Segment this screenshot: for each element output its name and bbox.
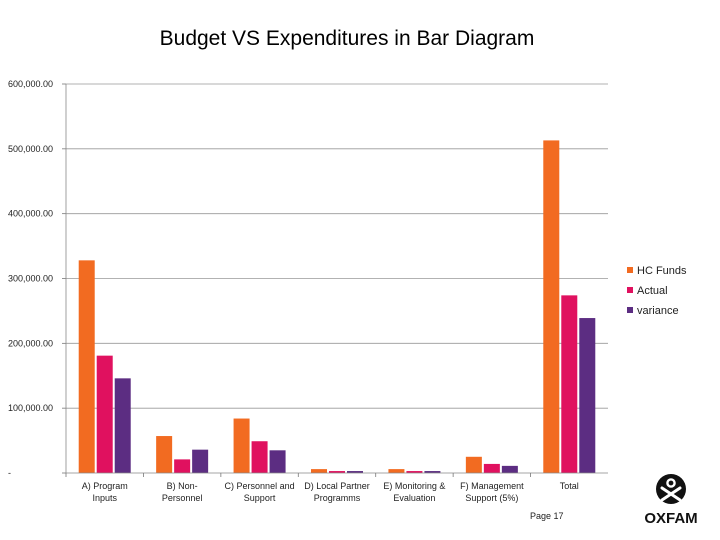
y-tick-label: - (8, 468, 11, 478)
x-tick-label: Inputs (92, 493, 117, 503)
legend-label: Actual (637, 285, 668, 297)
grid-layer (66, 83, 608, 409)
bar-actual (329, 471, 345, 473)
bar-hc-funds (465, 456, 482, 473)
bars-layer (78, 140, 596, 473)
brand-name: OXFAM (644, 510, 697, 527)
bar-variance (347, 471, 363, 473)
bar-hc-funds (156, 436, 173, 473)
bar-actual (251, 441, 268, 473)
legend-swatch (627, 267, 633, 273)
x-tick-label: C) Personnel and (225, 481, 295, 491)
oxfam-logo: OXFAM (644, 474, 698, 527)
y-tick-label: 500,000.00 (8, 144, 53, 154)
bar-variance (579, 318, 596, 473)
bar-hc-funds (233, 418, 250, 473)
x-tick-label: B) Non- (167, 481, 198, 491)
bar-hc-funds (388, 469, 405, 473)
x-tick-label: A) Program (82, 481, 128, 491)
x-tick-label: Support (244, 493, 276, 503)
legend: HC Funds Actual variance (627, 265, 687, 317)
bar-actual (561, 295, 578, 473)
y-tick-label: 100,000.00 (8, 403, 53, 413)
bar-variance (192, 449, 209, 473)
x-tick-label: F) Management (460, 481, 524, 491)
y-tick-label: 200,000.00 (8, 338, 53, 348)
bar-actual (406, 471, 423, 473)
legend-label: HC Funds (637, 265, 687, 277)
oxfam-logo-mark (656, 474, 686, 504)
bar-hc-funds (311, 469, 327, 473)
x-tick-label: Programms (314, 493, 361, 503)
bar-actual (96, 355, 113, 473)
y-tick-label: 600,000.00 (8, 79, 53, 89)
chart-title: Budget VS Expenditures in Bar Diagram (160, 27, 535, 50)
x-tick-label: Personnel (162, 493, 203, 503)
legend-label: variance (637, 305, 679, 317)
x-tick-label: Total (560, 481, 579, 491)
x-tick-label: Evaluation (393, 493, 435, 503)
y-tick-label: 400,000.00 (8, 209, 53, 219)
x-tick-label: E) Monitoring & (383, 481, 445, 491)
bar-hc-funds (78, 260, 95, 473)
y-tick-label: 300,000.00 (8, 274, 53, 284)
legend-swatch (627, 287, 633, 293)
x-tick-label: D) Local Partner (304, 481, 370, 491)
axis-layer: - 100,000.00 200,000.00 300,000.00 400,000.0… (8, 79, 608, 503)
bar-variance (424, 471, 441, 473)
x-tick-label: Support (5%) (465, 493, 518, 503)
bar-variance (269, 450, 286, 473)
bar-variance (114, 378, 131, 473)
legend-swatch (627, 307, 633, 313)
bar-variance (501, 465, 518, 473)
page-number: Page 17 (530, 511, 564, 521)
bar-hc-funds (543, 140, 560, 473)
bar-actual (483, 463, 500, 473)
bar-actual (174, 459, 191, 473)
